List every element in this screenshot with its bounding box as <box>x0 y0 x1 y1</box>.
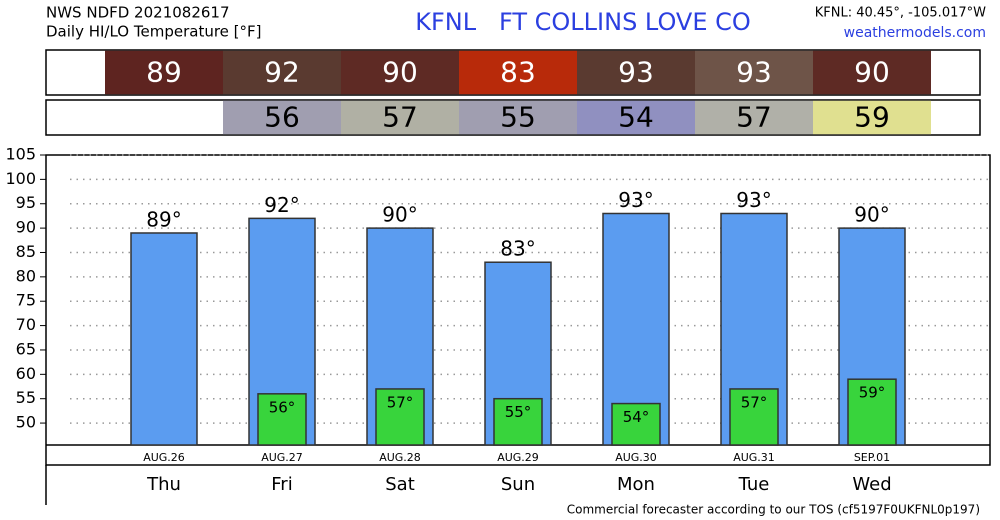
hi-box <box>341 50 459 95</box>
y-tick-label: 85 <box>16 242 36 261</box>
lo-bar <box>611 402 661 446</box>
hi-value-label: 83° <box>500 237 535 261</box>
lo-bar <box>375 388 425 446</box>
lo-box-label: 55 <box>500 101 536 134</box>
hi-bar <box>130 232 198 446</box>
source: NWS NDFD 2021082617 <box>46 4 230 22</box>
hi-box-label: 93 <box>618 56 654 89</box>
y-tick-label: 90 <box>16 218 36 237</box>
location: KFNL: 40.45°, -105.017°W <box>815 6 986 21</box>
lo-bar <box>257 393 307 446</box>
y-tick-label: 50 <box>16 413 36 432</box>
hi-value-label: 93° <box>618 188 653 212</box>
hi-box <box>813 50 931 95</box>
x-tick-label: Wed <box>852 474 891 495</box>
y-tick-label: 65 <box>16 339 36 358</box>
hi-value-label: 93° <box>736 188 771 212</box>
x-tick-label: Sun <box>501 474 535 495</box>
date-label: AUG.29 <box>497 451 539 464</box>
lo-box-label: 56 <box>264 101 300 134</box>
y-tick-label: 60 <box>16 364 36 383</box>
lo-value-label: 57° <box>387 393 414 411</box>
lo-box <box>341 100 459 135</box>
hi-box <box>223 50 341 95</box>
date-label: SEP.01 <box>854 451 890 464</box>
hi-value-label: 90° <box>854 203 889 227</box>
hi-box <box>695 50 813 95</box>
lo-box-label: 54 <box>618 101 654 134</box>
hi-box-label: 83 <box>500 56 536 89</box>
hi-box-label: 90 <box>382 56 418 89</box>
chart-title: KFNL FT COLLINS LOVE CO <box>415 8 751 36</box>
lo-box <box>813 100 931 135</box>
lo-box-label: 57 <box>382 101 418 134</box>
date-label: AUG.28 <box>379 451 421 464</box>
y-tick-label: 95 <box>16 193 36 212</box>
date-label: AUG.31 <box>733 451 775 464</box>
lo-bar <box>847 378 897 446</box>
date-label: AUG.26 <box>143 451 185 464</box>
x-tick-label: Sat <box>385 474 415 495</box>
hi-box <box>459 50 577 95</box>
hi-value-label: 90° <box>382 203 417 227</box>
lo-box <box>577 100 695 135</box>
x-tick-label: Tue <box>738 474 770 495</box>
lo-box <box>223 100 341 135</box>
lo-box-label: 59 <box>854 101 890 134</box>
lo-value-label: 54° <box>623 408 650 426</box>
y-tick-label: 100 <box>5 169 36 188</box>
x-tick-label: Mon <box>617 474 655 495</box>
hi-box-label: 90 <box>854 56 890 89</box>
y-tick-label: 75 <box>16 291 36 310</box>
y-tick-label: 80 <box>16 266 36 285</box>
website: weathermodels.com <box>844 25 986 41</box>
lo-bar <box>729 388 779 446</box>
x-tick-label: Thu <box>146 474 181 495</box>
lo-value-label: 57° <box>741 393 768 411</box>
lo-box <box>459 100 577 135</box>
lo-value-label: 56° <box>269 398 296 416</box>
date-label: AUG.27 <box>261 451 303 464</box>
hi-box-label: 89 <box>146 56 182 89</box>
hi-value-label: 89° <box>146 207 181 231</box>
lo-box-label: 57 <box>736 101 772 134</box>
hi-value-label: 92° <box>264 193 299 217</box>
y-tick-label: 105 <box>5 145 36 164</box>
hi-box-label: 92 <box>264 56 300 89</box>
lo-box <box>695 100 813 135</box>
hi-box <box>105 50 223 95</box>
lo-value-label: 55° <box>505 403 532 421</box>
lo-bar <box>493 397 543 446</box>
lo-value-label: 59° <box>859 384 886 402</box>
hi-box-label: 93 <box>736 56 772 89</box>
footer: Commercial forecaster according to our T… <box>567 503 980 517</box>
y-tick-label: 70 <box>16 315 36 334</box>
date-label: AUG.30 <box>615 451 657 464</box>
x-tick-label: Fri <box>271 474 292 495</box>
subtitle: Daily HI/LO Temperature [°F] <box>46 23 262 41</box>
hi-box <box>577 50 695 95</box>
y-tick-label: 55 <box>16 388 36 407</box>
